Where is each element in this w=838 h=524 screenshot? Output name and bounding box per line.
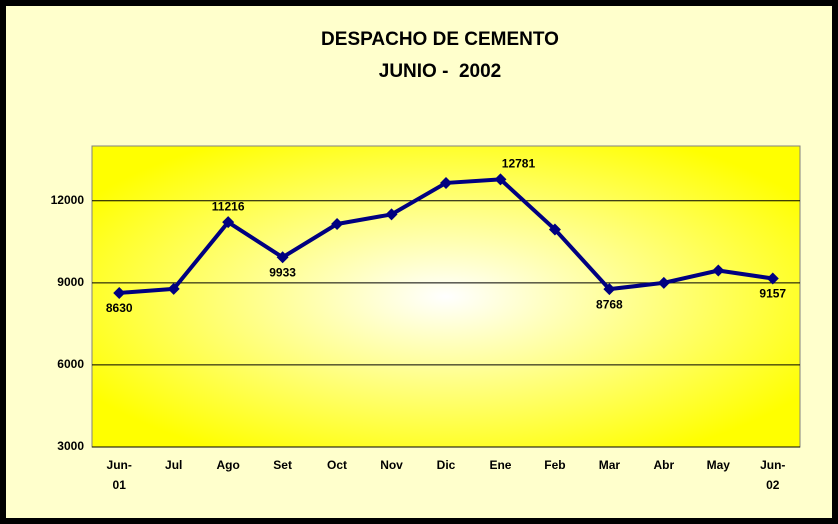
x-tick-label: Jul xyxy=(165,458,183,472)
marker xyxy=(766,272,779,285)
data-label: 12781 xyxy=(502,157,536,171)
x-tick-label: Nov xyxy=(380,458,403,472)
x-tick-label: Ago xyxy=(216,458,240,472)
y-tick-label: 9000 xyxy=(57,275,84,289)
y-tick-label: 12000 xyxy=(51,193,85,207)
x-tick-label: Jun-02 xyxy=(760,458,786,492)
chart-title: DESPACHO DE CEMENTO xyxy=(321,29,559,50)
data-label: 8768 xyxy=(596,297,623,311)
x-tick-label: Ene xyxy=(489,458,512,472)
marker xyxy=(440,176,452,189)
chart-subtitle: JUNIO - 2002 xyxy=(379,61,502,82)
x-tick-label: Dic xyxy=(436,458,456,472)
y-tick-label: 3000 xyxy=(57,439,84,453)
x-tick-label: Set xyxy=(273,458,292,472)
marker xyxy=(494,173,507,186)
x-tick-label: May xyxy=(706,458,730,472)
marker xyxy=(603,283,616,296)
data-label: 9933 xyxy=(269,265,296,279)
marker xyxy=(657,276,670,289)
x-tick-label: Abr xyxy=(653,458,675,472)
marker xyxy=(113,286,126,299)
marker xyxy=(385,208,398,221)
marker xyxy=(548,223,561,236)
marker xyxy=(167,282,180,295)
plot-area xyxy=(91,145,801,448)
x-tick-label: Oct xyxy=(327,458,348,472)
marker xyxy=(276,251,289,264)
marker xyxy=(712,264,725,277)
marker xyxy=(331,217,344,230)
data-label: 11216 xyxy=(212,199,245,213)
y-tick-label: 6000 xyxy=(57,357,84,371)
x-tick-label: Mar xyxy=(598,458,621,472)
x-tick-label: Feb xyxy=(544,458,566,472)
marker xyxy=(222,216,235,229)
data-label: 9157 xyxy=(759,287,786,301)
x-tick-label: Jun-01 xyxy=(106,458,132,492)
data-label: 8630 xyxy=(106,301,133,315)
